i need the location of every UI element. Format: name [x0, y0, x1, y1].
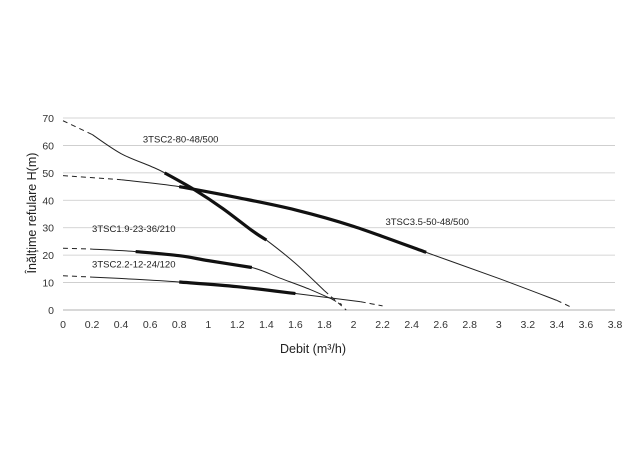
x-tick-label: 3.4 — [550, 319, 565, 331]
series-end-dash — [556, 299, 572, 308]
series-end-dash — [324, 290, 347, 311]
x-tick-label: 0.8 — [172, 319, 187, 331]
x-tick-label: 2.4 — [404, 319, 419, 331]
series-optimal-range — [178, 184, 427, 254]
x-tick-labels: 0 0.2 0.4 0.6 0.8 1 1.2 1.4 1.6 1.8 2 2.2 2.4 2.6 2.8 3… — [60, 319, 622, 331]
series-end-dash — [360, 301, 383, 307]
x-tick-label: 3 — [496, 319, 502, 331]
x-tick-label: 1.6 — [288, 319, 303, 331]
x-tick-label: 2 — [351, 319, 357, 331]
series-start-dash — [62, 175, 122, 181]
x-tick-label: 2.8 — [462, 319, 477, 331]
series-label: 3TSC1.9-23-36/210 — [92, 224, 175, 235]
y-tick-label: 10 — [42, 278, 54, 290]
series-label: 3TSC2-80-48/500 — [143, 135, 219, 146]
y-tick-label: 70 — [42, 113, 54, 125]
x-tick-label: 1.4 — [259, 319, 274, 331]
x-tick-label: 0.4 — [114, 319, 129, 331]
y-tick-label: 50 — [42, 168, 54, 180]
x-axis-title: Debit (m³/h) — [280, 342, 346, 356]
x-tick-label: 2.2 — [375, 319, 390, 331]
series-line — [92, 276, 361, 303]
series-label: 3TSC3.5-50-48/500 — [385, 217, 468, 228]
x-tick-label: 0.2 — [85, 319, 100, 331]
series-line — [92, 248, 332, 300]
series-start-dash — [62, 120, 93, 135]
series-end-dash — [331, 298, 343, 305]
series-optimal-range — [179, 280, 296, 296]
x-tick-label: 1.2 — [230, 319, 245, 331]
series-start-dash — [62, 247, 93, 250]
y-tick-label: 0 — [48, 305, 54, 317]
x-tick-label: 0.6 — [143, 319, 158, 331]
x-tick-label: 1.8 — [317, 319, 332, 331]
series-label: 3TSC2.2-12-24/120 — [92, 259, 175, 270]
y-tick-labels: 0 10 20 30 40 50 60 70 — [42, 113, 54, 317]
series-optimal-range — [135, 249, 253, 270]
y-tick-label: 30 — [42, 223, 54, 235]
y-axis-title: Înălțime refulare H(m) — [24, 153, 39, 275]
y-tick-label: 20 — [42, 250, 54, 262]
x-tick-label: 1 — [205, 319, 211, 331]
series-labels: 3TSC2-80-48/500 3TSC3.5-50-48/500 3TSC1.9-… — [92, 135, 469, 271]
series-optimal-range — [163, 171, 268, 242]
x-tick-label: 0 — [60, 319, 66, 331]
grid-lines — [63, 117, 615, 283]
series-curves — [62, 120, 572, 311]
y-tick-label: 40 — [42, 195, 54, 207]
x-tick-label: 3.6 — [579, 319, 594, 331]
y-tick-label: 60 — [42, 140, 54, 152]
x-tick-label: 3.2 — [521, 319, 536, 331]
x-tick-label: 3.8 — [608, 319, 623, 331]
x-tick-label: 2.6 — [433, 319, 448, 331]
series-start-dash — [62, 275, 93, 278]
